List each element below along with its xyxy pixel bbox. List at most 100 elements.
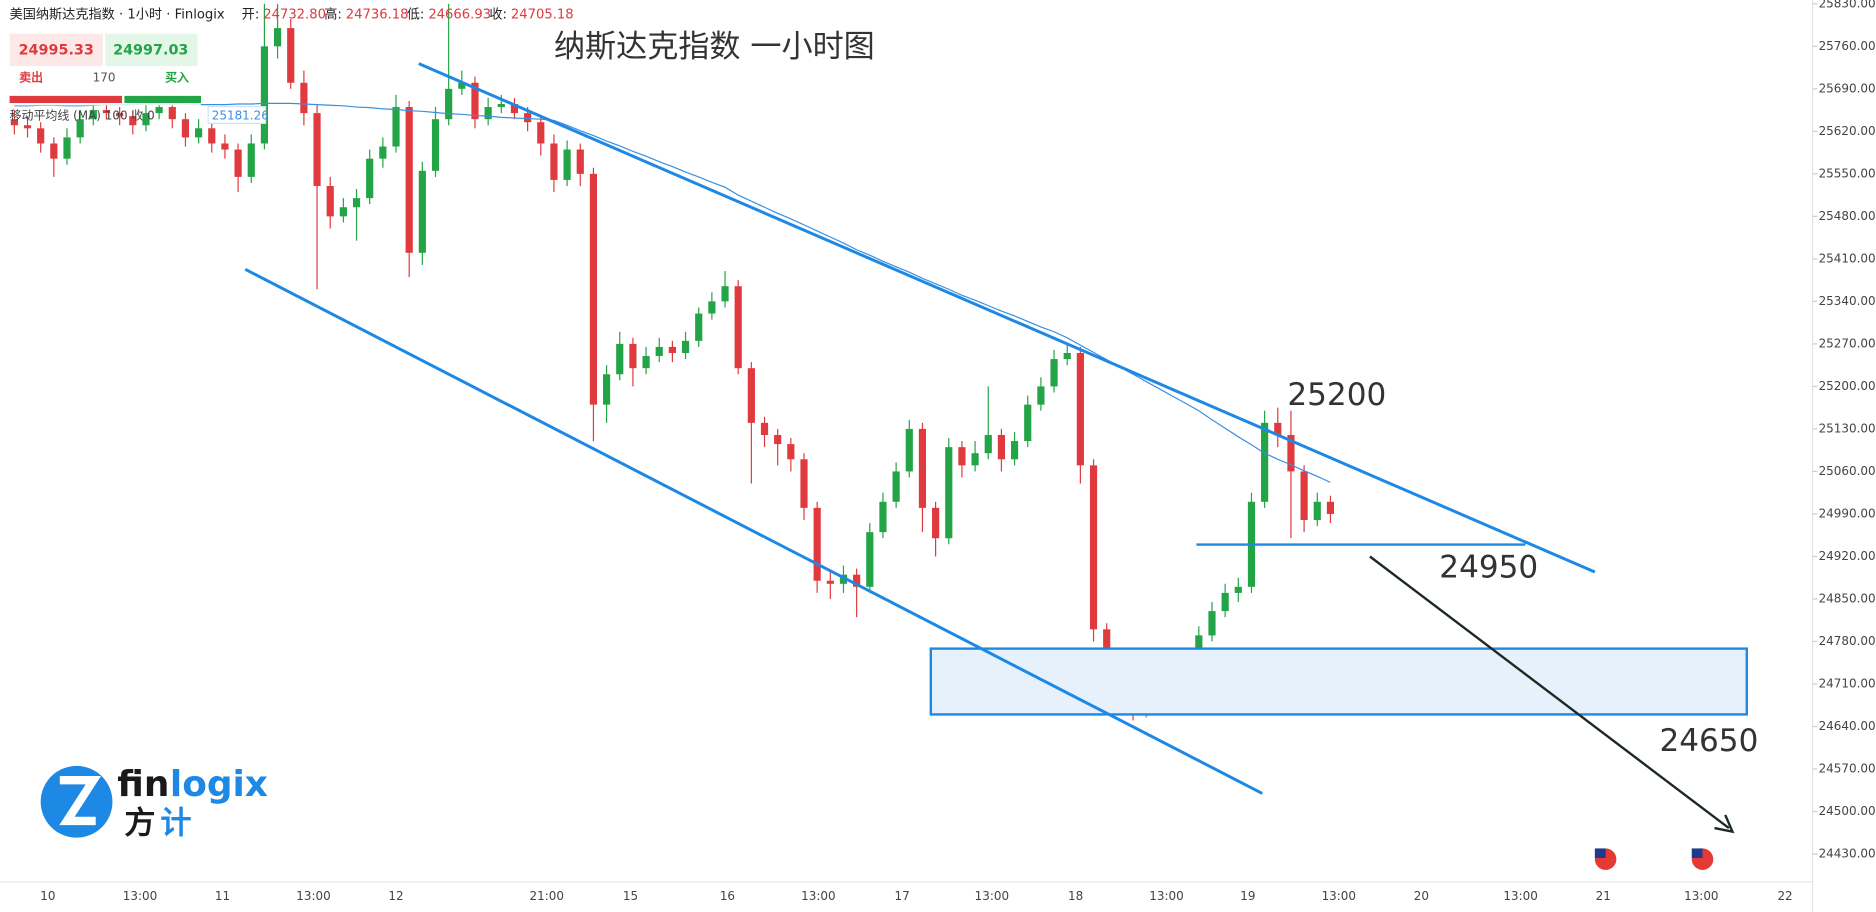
x-tick-label: 13:00 bbox=[1684, 889, 1718, 903]
y-tick-label: 25690.00 bbox=[1819, 81, 1876, 95]
upper-trendline bbox=[418, 62, 1596, 574]
sell-price[interactable]: 24995.33 bbox=[19, 42, 94, 58]
y-tick-label: 24990.00 bbox=[1819, 506, 1876, 520]
candle-body bbox=[668, 346, 676, 354]
candle-body bbox=[866, 532, 874, 587]
candle-body bbox=[537, 122, 545, 144]
open-label: 开: bbox=[242, 8, 260, 23]
logo-text: fin bbox=[117, 764, 169, 805]
chart-title: 纳斯达克指数 一小时图 bbox=[554, 29, 875, 65]
candle-body bbox=[431, 119, 440, 171]
candle-body bbox=[1089, 465, 1098, 630]
buy-button[interactable]: 买入 bbox=[165, 70, 189, 84]
candle-body bbox=[563, 149, 571, 180]
candle-body bbox=[1221, 592, 1229, 612]
candle-body bbox=[813, 507, 821, 581]
candle-body bbox=[1274, 422, 1282, 435]
candle-body bbox=[958, 447, 966, 466]
candle-body bbox=[313, 113, 321, 186]
candle-body bbox=[23, 125, 32, 129]
sell-box[interactable] bbox=[9, 33, 103, 66]
sell-bar bbox=[9, 95, 123, 104]
low-label: 低: bbox=[407, 7, 425, 23]
candle-body bbox=[155, 107, 163, 114]
candle-body bbox=[89, 110, 97, 120]
high-value: 24736.18 bbox=[346, 8, 409, 23]
annotation: 24950 bbox=[1439, 549, 1538, 585]
x-tick-label: 13:00 bbox=[801, 889, 835, 903]
y-tick-label: 24780.00 bbox=[1819, 634, 1876, 648]
buy-price[interactable]: 24997.03 bbox=[113, 42, 188, 58]
x-tick-label: 13:00 bbox=[123, 889, 157, 903]
candle-body bbox=[1063, 353, 1071, 360]
y-tick-label: 25480.00 bbox=[1819, 209, 1876, 223]
y-tick-label: 25200.00 bbox=[1819, 379, 1876, 393]
candle-body bbox=[445, 88, 453, 120]
flag-icon bbox=[1594, 848, 1606, 858]
candle-body bbox=[892, 471, 900, 502]
x-tick-label: 13:00 bbox=[296, 889, 330, 903]
candle-body bbox=[787, 444, 795, 460]
support-zone bbox=[929, 647, 1748, 716]
candle-body bbox=[1287, 434, 1295, 472]
candle-body bbox=[1037, 386, 1045, 405]
high-label: 高: bbox=[324, 6, 342, 23]
candle-body bbox=[50, 143, 58, 159]
y-tick-label: 25270.00 bbox=[1819, 336, 1876, 350]
sell-button[interactable]: 卖出 bbox=[19, 69, 43, 84]
candle-body bbox=[905, 428, 913, 472]
candle-body bbox=[366, 158, 374, 199]
candle-body bbox=[1313, 501, 1321, 521]
candle-body bbox=[287, 28, 295, 83]
x-tick-label: 20 bbox=[1414, 889, 1429, 903]
x-tick-label: 12 bbox=[388, 889, 403, 903]
candle-body bbox=[800, 459, 808, 508]
x-tick-label: 21:00 bbox=[530, 889, 564, 903]
flag-icon bbox=[1691, 848, 1703, 858]
low-value: 24666.93 bbox=[428, 8, 491, 23]
candle-body bbox=[984, 434, 992, 454]
candle-body bbox=[129, 116, 137, 126]
candle-body bbox=[76, 119, 84, 138]
candle-body bbox=[603, 374, 611, 405]
candle-body bbox=[1208, 611, 1216, 636]
symbol: 美国纳斯达克指数 · 1小时 · Finlogix bbox=[10, 7, 225, 23]
x-tick-label: 10 bbox=[40, 889, 55, 903]
y-tick-label: 24920.00 bbox=[1819, 549, 1876, 563]
candle-body bbox=[616, 343, 624, 375]
y-tick-label: 24640.00 bbox=[1819, 719, 1876, 733]
candle-body bbox=[1300, 471, 1308, 521]
buy-box[interactable] bbox=[105, 33, 198, 66]
candle-body bbox=[721, 286, 729, 302]
candle-body bbox=[774, 434, 782, 445]
candle-body bbox=[273, 28, 282, 47]
x-tick-label: 16 bbox=[720, 889, 735, 903]
candle-body bbox=[405, 107, 413, 253]
logo: fin logix 方 计 bbox=[40, 764, 268, 841]
x-tick-label: 13:00 bbox=[975, 889, 1009, 903]
candle-body bbox=[142, 113, 150, 126]
candle-body bbox=[695, 313, 703, 341]
candle-body bbox=[853, 574, 861, 587]
x-tick-label: 11 bbox=[215, 889, 230, 903]
x-tick-label: 13:00 bbox=[1503, 889, 1537, 903]
candle-body bbox=[734, 286, 742, 369]
candle-body bbox=[510, 104, 519, 114]
candle-body bbox=[1010, 441, 1019, 460]
candle-body bbox=[550, 143, 558, 180]
x-tick-label: 19 bbox=[1240, 889, 1255, 903]
y-tick-label: 25060.00 bbox=[1819, 464, 1876, 478]
candle-body bbox=[63, 137, 71, 159]
candle-body bbox=[352, 198, 361, 208]
candle-body bbox=[655, 346, 663, 357]
candle-body bbox=[418, 170, 426, 253]
candle-body bbox=[260, 46, 268, 144]
candle-body bbox=[576, 149, 584, 174]
candle-body bbox=[918, 428, 927, 508]
close-label: 收: bbox=[489, 7, 507, 23]
x-tick-label: 13:00 bbox=[1322, 889, 1356, 903]
candle-body bbox=[181, 119, 190, 138]
candle-body bbox=[826, 580, 834, 584]
buy-bar bbox=[124, 95, 201, 104]
